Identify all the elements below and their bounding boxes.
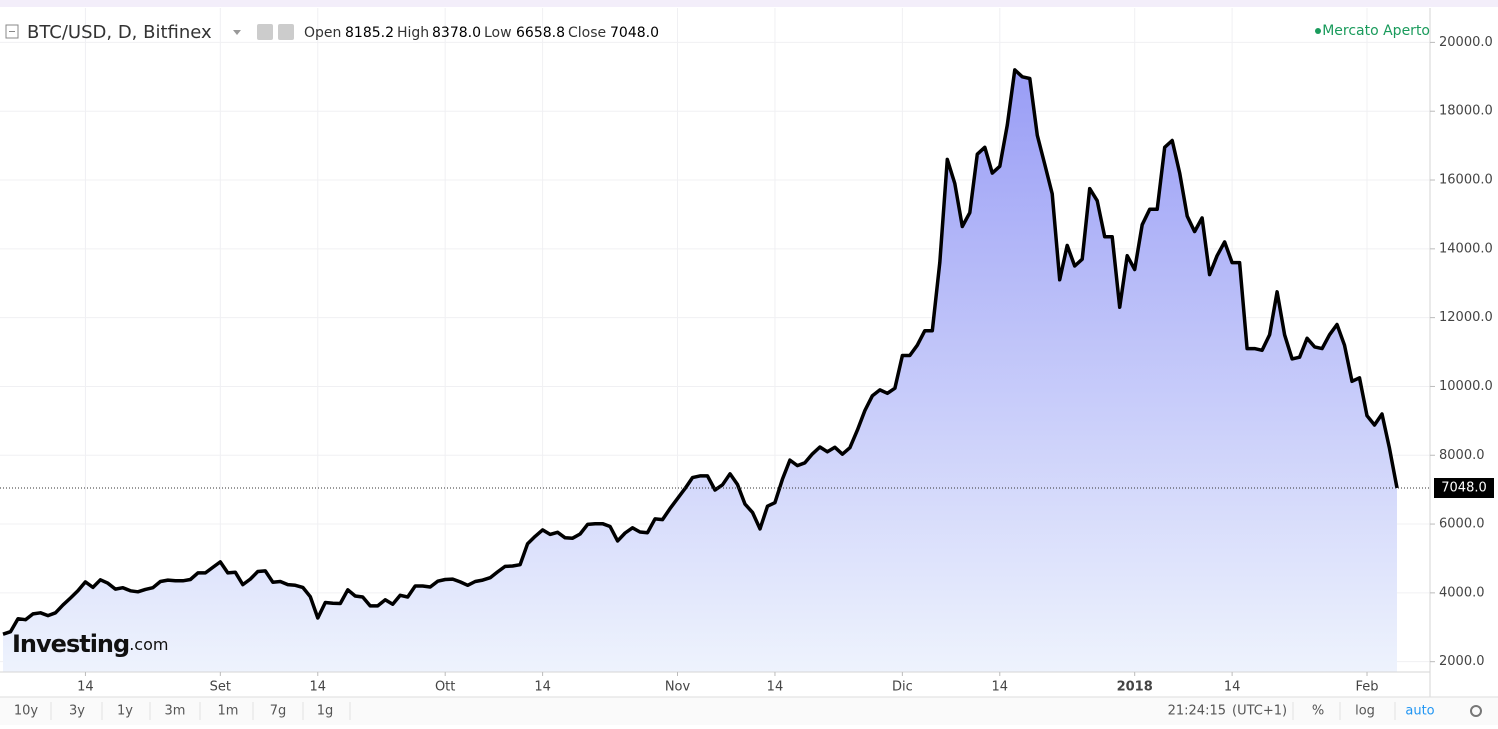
dropdown[interactable] [233, 30, 241, 35]
x-tick-label: Set [210, 680, 231, 695]
timezone: (UTC+1) [1232, 704, 1287, 719]
last-price-label: 7048.0 [1441, 481, 1487, 496]
ohlc-label: Open [304, 25, 341, 41]
x-tick-label: 14 [534, 680, 551, 695]
settings-icon[interactable] [278, 24, 294, 40]
range-button[interactable]: 1g [317, 704, 334, 719]
range-button[interactable]: 1m [218, 704, 239, 719]
y-tick-label: 10000.0 [1439, 379, 1493, 394]
ohlc-value: 6658.8 [516, 25, 565, 41]
y-tick-label: 6000.0 [1439, 517, 1485, 532]
logo-name: Investing [12, 630, 129, 658]
ohlc-value: 8185.2 [345, 25, 394, 41]
x-tick-label: 2018 [1117, 680, 1153, 695]
option-button[interactable]: auto [1405, 704, 1434, 719]
range-button[interactable]: 7g [270, 704, 287, 719]
ohlc-label: Close [568, 25, 606, 41]
y-tick-label: 2000.0 [1439, 654, 1485, 669]
y-tick-label: 16000.0 [1439, 173, 1493, 188]
area [3, 69, 1397, 672]
x-tick-label: Ott [435, 680, 455, 695]
x-tick-label: Nov [665, 680, 691, 695]
top-border [0, 0, 1498, 7]
line [2, 68, 1399, 636]
logo: Investing.com [12, 630, 168, 658]
toolbar [0, 697, 1498, 725]
eye-icon[interactable] [257, 24, 273, 40]
settings-gear[interactable] [1470, 705, 1482, 717]
y-tick-label: 12000.0 [1439, 310, 1493, 325]
option-button[interactable]: log [1355, 704, 1375, 719]
ohlc-value: 8378.0 [432, 25, 481, 41]
last-price-box [1434, 478, 1494, 499]
y-tick-label: 8000.0 [1439, 448, 1485, 463]
x-tick-label: 14 [77, 680, 94, 695]
x-tick-label: Dic [892, 680, 913, 695]
y-tick-label: 14000.0 [1439, 241, 1493, 256]
symbol: BTC/USD, D, Bitfinex [27, 22, 212, 43]
y-tick-label: 4000.0 [1439, 585, 1485, 600]
x-tick-label: 14 [992, 680, 1009, 695]
ohlc-label: High [397, 25, 429, 41]
collapse-icon[interactable] [5, 24, 19, 39]
status-dot [1315, 28, 1321, 34]
range-button[interactable]: 3m [165, 704, 186, 719]
ohlc-label: Low [484, 25, 512, 41]
range-button[interactable]: 10y [14, 704, 39, 719]
time: 21:24:15 [1168, 704, 1226, 719]
range-button[interactable]: 3y [69, 704, 85, 719]
x-tick-label: 14 [767, 680, 784, 695]
logo-suffix: .com [129, 635, 168, 654]
y-tick-label: 18000.0 [1439, 104, 1493, 119]
ohlc-value: 7048.0 [610, 25, 659, 41]
x-tick-label: 14 [310, 680, 327, 695]
option-button[interactable]: % [1312, 704, 1324, 719]
market-status: Mercato Aperto [1322, 23, 1430, 39]
y-tick-label: 20000.0 [1439, 35, 1493, 50]
range-button[interactable]: 1y [117, 704, 133, 719]
x-tick-label: Feb [1356, 680, 1379, 695]
x-tick-label: 14 [1224, 680, 1241, 695]
